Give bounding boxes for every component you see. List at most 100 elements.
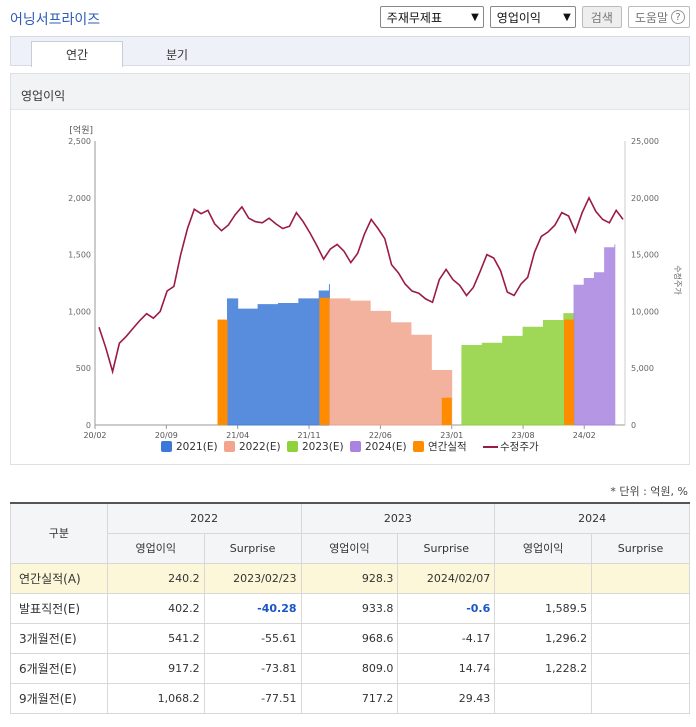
table-cell: -73.81 <box>203 652 302 684</box>
right-axis-label: 수정주가 <box>673 265 683 295</box>
year-header: 2022 <box>106 502 302 534</box>
sub-header: 영업이익 <box>494 532 593 564</box>
right-tick-label: 15,000 <box>631 251 659 260</box>
left-tick-label: 0 <box>86 421 91 430</box>
row-label: 6개월전(E) <box>10 652 108 684</box>
actual-bar <box>319 297 330 425</box>
table-cell: -40.28 <box>203 592 302 624</box>
table-cell <box>591 592 690 624</box>
table-cell: 1,296.2 <box>494 622 593 654</box>
x-tick-label: 20/02 <box>83 431 106 440</box>
table-row: 발표직전(E) 402.2 -40.28 933.8 -0.6 1,589.5 <box>10 592 690 624</box>
table-row: 9개월전(E) 1,068.2 -77.51 717.2 29.43 <box>10 682 690 714</box>
price-line <box>98 195 624 375</box>
row-header: 구분 <box>10 502 108 564</box>
period-tabs: 연간 분기 <box>10 36 690 67</box>
estimate-area-2021(E) <box>227 284 330 426</box>
x-tick-label: 21/11 <box>298 431 321 440</box>
table-row: 연간실적(A) 240.2 2023/02/23 928.3 2024/02/0… <box>10 562 690 594</box>
table-row: 6개월전(E) 917.2 -73.81 809.0 14.74 1,228.2 <box>10 652 690 684</box>
left-tick-label: 2,500 <box>68 137 91 146</box>
sub-header: Surprise <box>591 532 690 564</box>
legend-swatch <box>161 441 172 452</box>
statement-select[interactable]: 주재무제표 ▼ <box>379 6 484 28</box>
x-tick-label: 24/02 <box>573 431 596 440</box>
left-tick-label: 500 <box>76 364 91 373</box>
table-row: 3개월전(E) 541.2 -55.61 968.6 -4.17 1,296.2 <box>10 622 690 654</box>
legend-label: 수정주가 <box>500 441 539 453</box>
statement-select-value: 주재무제표 <box>386 10 442 25</box>
table-cell: 933.8 <box>300 592 399 624</box>
table-cell: -4.17 <box>397 622 496 654</box>
table-cell: 809.0 <box>300 652 399 684</box>
legend-swatch <box>224 441 235 452</box>
operating-profit-chart: [억원] 0 500 1,000 1,500 2,000 2,500 0 5,000 10,000… <box>68 124 683 453</box>
left-tick-label: 2,000 <box>68 194 91 203</box>
chevron-down-icon: ▼ <box>471 11 479 23</box>
row-label: 3개월전(E) <box>10 622 108 654</box>
table-cell: 402.2 <box>106 592 205 624</box>
x-tick-label: 20/09 <box>155 431 178 440</box>
tab-annual[interactable]: 연간 <box>31 41 123 67</box>
table-cell <box>494 562 593 594</box>
earnings-surprise-table: 구분 2022 2023 2024 영업이익 Surprise 영업이익 Sur… <box>10 502 690 714</box>
left-tick-label: 1,500 <box>68 251 91 260</box>
table-cell <box>591 652 690 684</box>
sub-header: 영업이익 <box>300 532 399 564</box>
chart-section: 영업이익 [억원] 0 500 1,000 1,500 2,000 2,500 0 5,000 1… <box>10 73 690 465</box>
sub-header: Surprise <box>397 532 496 564</box>
table-cell: 928.3 <box>300 562 399 594</box>
tab-quarterly[interactable]: 분기 <box>165 47 189 62</box>
top-controls: 주재무제표 ▼ 영업이익 ▼ 검색 도움말 ? <box>379 6 690 28</box>
estimate-area-2023(E) <box>461 313 575 426</box>
app-title: 어닝서프라이즈 <box>10 12 101 28</box>
right-tick-label: 0 <box>631 421 636 430</box>
chevron-down-icon: ▼ <box>563 11 571 23</box>
right-tick-label: 25,000 <box>631 137 659 146</box>
table-cell: 917.2 <box>106 652 205 684</box>
question-circle-icon: ? <box>671 10 685 24</box>
section-title: 영업이익 <box>11 74 689 110</box>
search-button[interactable]: 검색 <box>581 6 622 28</box>
table-cell: 29.43 <box>397 682 496 714</box>
table-cell <box>494 682 593 714</box>
left-axis-unit: [억원] <box>69 124 93 136</box>
legend-label: 연간실적 <box>428 441 467 453</box>
table-cell <box>591 682 690 714</box>
actual-bar <box>217 319 228 425</box>
legend-swatch <box>287 441 298 452</box>
table-cell: 2024/02/07 <box>397 562 496 594</box>
x-tick-label: 21/04 <box>226 431 249 440</box>
legend-label: 2024(E) <box>365 441 407 453</box>
table-cell: -55.61 <box>203 622 302 654</box>
table-cell: 1,228.2 <box>494 652 593 684</box>
row-label: 발표직전(E) <box>10 592 108 624</box>
legend-swatch <box>413 441 424 452</box>
table-cell: 968.6 <box>300 622 399 654</box>
row-label: 연간실적(A) <box>10 562 108 594</box>
year-header: 2024 <box>494 502 690 534</box>
unit-note: * 단위 : 억원, % <box>610 485 688 498</box>
actual-bar <box>441 397 452 425</box>
table-cell: -77.51 <box>203 682 302 714</box>
right-tick-label: 10,000 <box>631 307 659 316</box>
x-tick-label: 23/08 <box>512 431 535 440</box>
x-tick-label: 22/06 <box>369 431 392 440</box>
help-button[interactable]: 도움말 ? <box>627 6 690 28</box>
right-tick-label: 5,000 <box>631 364 654 373</box>
metric-select-value: 영업이익 <box>496 10 541 25</box>
sub-header: Surprise <box>203 532 302 564</box>
table-cell: 240.2 <box>106 562 205 594</box>
help-button-label: 도움말 <box>634 10 668 25</box>
sub-header: 영업이익 <box>106 532 205 564</box>
right-tick-label: 20,000 <box>631 194 659 203</box>
metric-select[interactable]: 영업이익 ▼ <box>489 6 576 28</box>
table-cell: 14.74 <box>397 652 496 684</box>
table-cell: 1,589.5 <box>494 592 593 624</box>
table-cell: 1,068.2 <box>106 682 205 714</box>
legend-label: 2023(E) <box>302 441 344 453</box>
table-cell: 541.2 <box>106 622 205 654</box>
table-cell: -0.6 <box>397 592 496 624</box>
estimate-area-2024(E) <box>573 244 616 426</box>
x-tick-label: 23/01 <box>440 431 463 440</box>
